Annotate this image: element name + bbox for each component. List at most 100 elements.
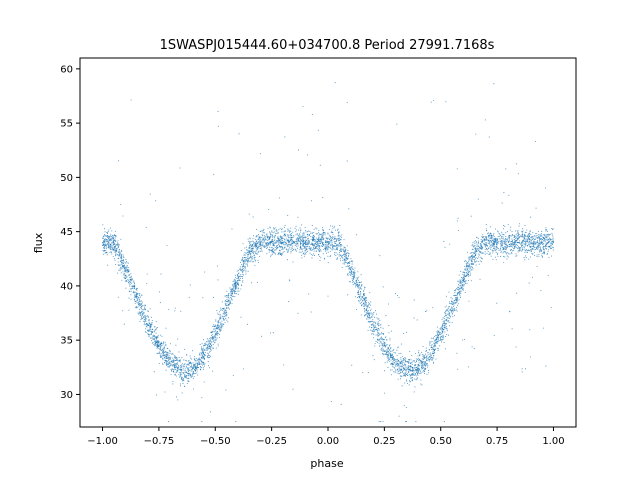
data-point	[196, 369, 198, 371]
data-point	[249, 242, 251, 244]
data-point	[183, 359, 185, 361]
data-point	[232, 288, 234, 290]
data-point	[525, 231, 527, 233]
data-point	[449, 315, 451, 317]
data-point	[318, 248, 320, 250]
data-point	[401, 360, 403, 362]
data-point	[253, 250, 255, 253]
data-point	[342, 254, 344, 256]
data-point	[459, 285, 461, 287]
data-point	[441, 330, 443, 332]
data-point	[360, 293, 362, 295]
data-point	[316, 237, 318, 239]
data-point	[296, 232, 298, 234]
data-point	[417, 355, 419, 357]
data-point	[162, 353, 164, 355]
data-point	[197, 374, 199, 376]
data-point	[304, 236, 306, 238]
data-point	[407, 366, 410, 368]
data-point	[520, 243, 522, 245]
data-point	[196, 370, 198, 372]
data-point	[130, 273, 132, 275]
data-point	[256, 248, 258, 250]
data-point	[284, 233, 286, 235]
data-point	[202, 367, 204, 369]
data-point	[167, 354, 169, 356]
data-point	[113, 234, 115, 236]
data-point	[277, 241, 279, 243]
data-point	[332, 234, 334, 236]
data-point	[373, 324, 375, 326]
data-point	[260, 240, 262, 242]
data-point	[495, 246, 498, 248]
data-point	[292, 245, 294, 247]
data-point	[242, 267, 244, 269]
data-point	[183, 379, 185, 381]
data-point	[403, 373, 405, 375]
data-point	[178, 360, 180, 362]
data-point	[179, 359, 181, 361]
data-point	[159, 334, 162, 336]
data-point	[458, 286, 460, 288]
data-point	[421, 364, 423, 367]
data-point	[199, 354, 201, 356]
data-point	[399, 370, 401, 372]
data-point	[443, 341, 445, 343]
data-point	[278, 245, 280, 247]
data-point	[502, 243, 504, 245]
data-point	[109, 243, 111, 245]
data-point	[240, 269, 242, 271]
data-point	[333, 248, 335, 250]
data-point	[395, 352, 397, 354]
data-point	[531, 238, 534, 240]
data-point	[364, 296, 366, 299]
data-point	[109, 227, 111, 229]
data-point	[231, 291, 233, 293]
data-point	[399, 368, 401, 371]
data-point	[136, 299, 138, 301]
data-point	[122, 271, 124, 273]
data-point	[283, 241, 285, 243]
data-point	[372, 333, 374, 335]
data-point	[343, 246, 345, 248]
data-point	[329, 256, 331, 258]
data-point	[122, 256, 124, 258]
data-point	[475, 241, 477, 244]
data-point	[459, 295, 461, 297]
data-point	[324, 250, 327, 252]
data-point	[111, 235, 113, 237]
data-point	[421, 358, 423, 360]
data-point	[201, 347, 203, 349]
data-point	[493, 242, 495, 244]
data-point	[457, 292, 459, 294]
data-point	[223, 311, 225, 313]
data-point	[535, 238, 537, 240]
data-point	[534, 248, 537, 250]
data-point	[371, 324, 373, 326]
data-point	[460, 293, 462, 295]
data-point	[364, 304, 366, 306]
data-point	[399, 365, 402, 367]
data-point	[267, 243, 270, 245]
data-point	[364, 309, 366, 311]
data-point	[312, 248, 314, 251]
data-point	[522, 244, 524, 247]
data-point	[174, 369, 176, 371]
data-point	[549, 238, 551, 240]
data-point	[400, 358, 402, 360]
data-point	[552, 246, 554, 248]
data-point	[325, 248, 327, 250]
data-point	[105, 248, 107, 250]
data-point	[402, 372, 404, 375]
data-point	[353, 272, 355, 274]
data-point	[273, 251, 275, 254]
data-point	[503, 238, 505, 240]
data-point	[546, 230, 549, 232]
data-point	[247, 238, 249, 240]
data-point	[407, 374, 409, 376]
data-point	[219, 321, 221, 323]
data-point	[117, 254, 119, 256]
data-point	[497, 255, 499, 257]
data-point	[333, 245, 335, 248]
data-point	[531, 252, 533, 254]
